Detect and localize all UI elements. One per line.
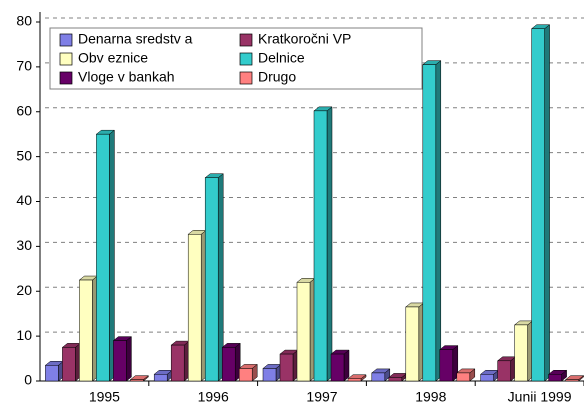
- bar-side: [343, 349, 350, 382]
- bar-3d: [313, 106, 333, 382]
- legend-label: Kratkoročni VP: [258, 31, 351, 47]
- bar-side: [435, 60, 442, 382]
- bar: [130, 379, 144, 382]
- bar: [371, 372, 386, 382]
- bar: [62, 347, 76, 382]
- x-tick-label: 1996: [198, 389, 229, 405]
- bar-side: [544, 24, 550, 382]
- bar: [187, 234, 202, 382]
- y-tick-label: 30: [16, 237, 32, 253]
- bar-3d: [530, 24, 551, 382]
- bar-3d: [170, 340, 190, 382]
- bar-3d: [129, 375, 150, 382]
- bar-3d: [153, 369, 173, 382]
- bar-3d: [405, 302, 425, 382]
- bar-3d: [456, 368, 476, 382]
- bar: [548, 374, 562, 382]
- bar: [439, 349, 454, 382]
- legend-label: Drugo: [258, 69, 296, 85]
- legend-label: Vloge v bankah: [78, 69, 175, 85]
- bar-3d: [371, 368, 391, 382]
- y-tick-label: 10: [16, 327, 32, 343]
- bar-3d: [564, 375, 584, 382]
- bar: [296, 282, 311, 382]
- bar-3d: [78, 275, 99, 382]
- y-tick-label: 70: [16, 58, 32, 74]
- legend-swatch: [239, 52, 253, 66]
- bar: [262, 368, 277, 382]
- bar: [170, 344, 185, 382]
- bar-3d: [496, 356, 517, 382]
- x-tick-label: Junii 1999: [508, 389, 572, 405]
- legend-swatch: [59, 71, 73, 85]
- bar: [480, 374, 494, 382]
- legend-swatch: [239, 33, 253, 47]
- y-tick-label: 20: [16, 282, 32, 298]
- bar-3d: [330, 349, 350, 382]
- bar: [113, 340, 127, 382]
- bar-3d: [439, 345, 459, 382]
- bar: [422, 64, 437, 382]
- bar-3d: [238, 363, 258, 382]
- bar-side: [126, 336, 132, 382]
- y-tick-label: 0: [24, 372, 32, 388]
- bar: [153, 374, 168, 382]
- bar: [238, 368, 253, 382]
- bar: [45, 365, 59, 382]
- bar: [405, 306, 420, 382]
- x-tick-label: 1995: [89, 389, 120, 405]
- bar: [388, 377, 403, 382]
- bar-3d: [279, 349, 299, 382]
- y-tick-label: 80: [16, 13, 32, 29]
- bar: [531, 28, 545, 382]
- bar: [514, 324, 528, 382]
- bar-3d: [61, 342, 82, 382]
- bar-3d: [513, 320, 534, 382]
- x-tick-label: 1998: [415, 389, 446, 405]
- bar-3d: [547, 369, 568, 382]
- bar-3d: [187, 229, 207, 382]
- bar: [204, 177, 219, 382]
- legend-box: [49, 27, 423, 90]
- bar-3d: [388, 372, 408, 382]
- bar-3d: [221, 342, 241, 382]
- legend-swatch: [59, 33, 73, 47]
- bar: [497, 360, 511, 382]
- x-tick-label: 1997: [306, 389, 337, 405]
- bar: [565, 379, 579, 382]
- bar: [221, 347, 236, 382]
- bar-side: [326, 106, 333, 382]
- legend-swatch: [59, 52, 73, 66]
- bar: [79, 279, 93, 382]
- legend-label: Obv eznice: [78, 50, 148, 66]
- bar: [330, 353, 345, 382]
- bar-3d: [44, 360, 65, 382]
- bar-3d: [347, 374, 367, 382]
- bar-3d: [479, 369, 500, 382]
- legend-label: Denarna sredstv a: [78, 31, 193, 47]
- y-tick-label: 40: [16, 192, 32, 208]
- bar-3d: [262, 363, 282, 382]
- bar-3d: [296, 277, 316, 382]
- bar: [96, 133, 110, 382]
- bar-3d: [204, 173, 224, 382]
- bar: [456, 372, 471, 382]
- bar: [347, 378, 362, 382]
- y-tick-label: 60: [16, 102, 32, 118]
- bar: [313, 110, 328, 382]
- legend-label: Delnice: [258, 50, 305, 66]
- y-tick-label: 50: [16, 147, 32, 163]
- bar-3d: [112, 336, 133, 382]
- bar-3d: [95, 129, 116, 382]
- bar-3d: [422, 60, 442, 382]
- legend-swatch: [239, 71, 253, 85]
- bar: [279, 353, 294, 382]
